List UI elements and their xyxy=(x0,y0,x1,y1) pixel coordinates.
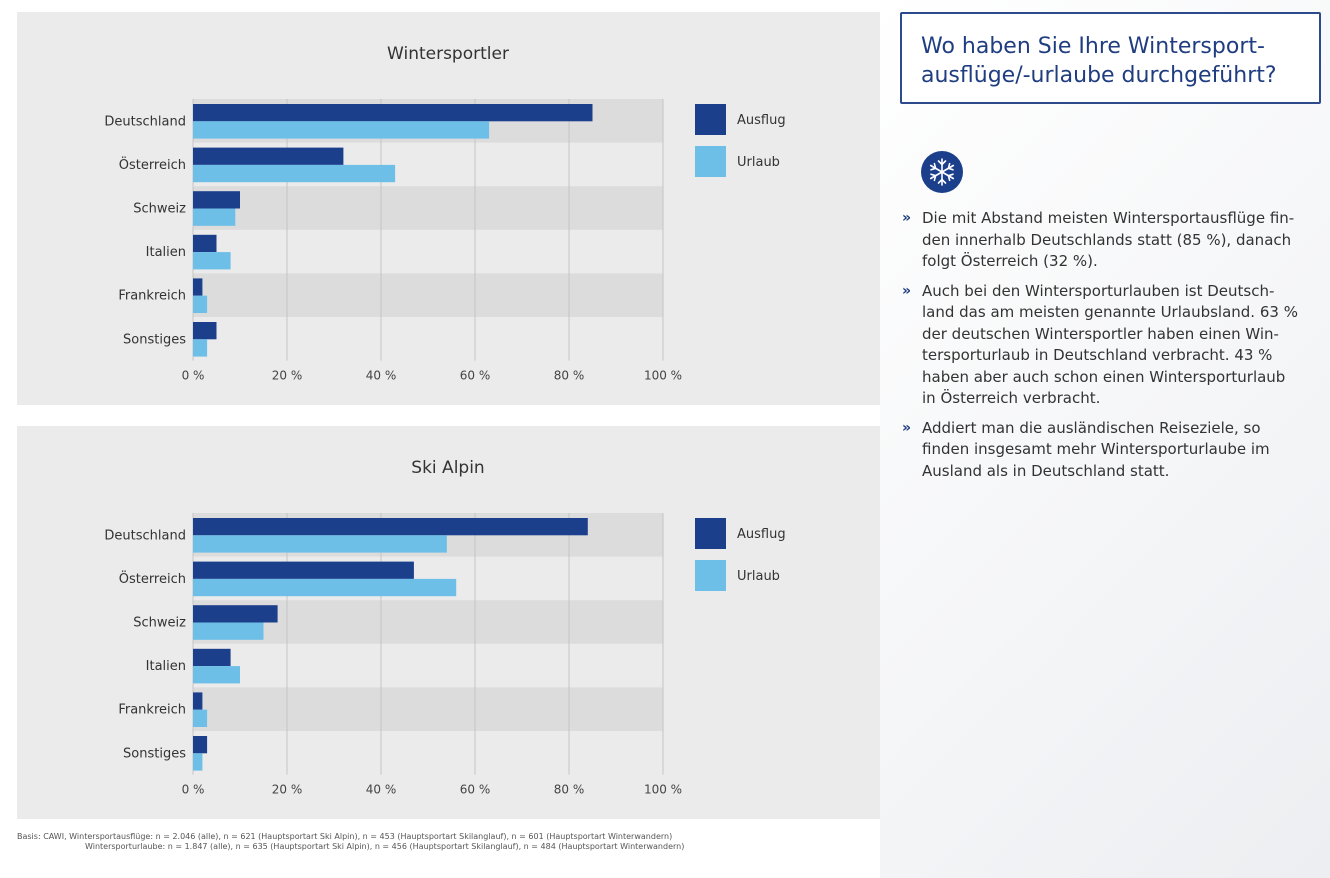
x-tick-label: 20 % xyxy=(272,369,303,383)
category-label: Österreich xyxy=(119,570,186,587)
x-tick-label: 0 % xyxy=(182,783,205,797)
category-label: Italien xyxy=(146,659,186,674)
bullet-item: » Auch bei den Wintersporturlauben ist D… xyxy=(902,281,1322,410)
bullet-line: Ausland als in Deutschland statt. xyxy=(922,461,1170,480)
category-label: Schweiz xyxy=(133,202,186,217)
footnote-line-2: Wintersporturlaube: n = 1.847 (alle), n … xyxy=(85,842,685,851)
bar-urlaub-oesterreich xyxy=(193,164,396,183)
bullet-line: der deutschen Wintersportler haben einen… xyxy=(922,324,1279,343)
legend-label-ausflug: Ausflug xyxy=(737,113,786,128)
chart-title: Wintersportler xyxy=(387,44,509,64)
bullet-line: Die mit Abstand meisten Wintersportausfl… xyxy=(922,209,1295,227)
chart-wintersportler: Wintersportler Deutschland Österreich Schwe… xyxy=(104,44,786,383)
chart-title: Ski Alpin xyxy=(411,458,484,478)
category-label: Frankreich xyxy=(118,289,186,304)
legend-label-urlaub: Urlaub xyxy=(737,569,780,584)
x-tick-label: 20 % xyxy=(272,783,303,797)
bullet-list: » Die mit Abstand meisten Wintersportaus… xyxy=(902,208,1322,490)
bar-ausflug-sonstiges xyxy=(193,322,217,340)
bullet-line: haben aber auch schon einen Wintersportu… xyxy=(922,367,1286,386)
bullet-line: tersporturlaub in Deutschland verbracht.… xyxy=(922,346,1273,364)
bullet-line: finden insgesamt mehr Wintersporturlaube… xyxy=(922,440,1270,458)
question-title: Wo haben Sie Ihre Wintersport- ausflüge/… xyxy=(921,32,1277,90)
chevron-right-icon: » xyxy=(902,282,911,299)
question-line-2: ausflüge/-urlaube durchgeführt? xyxy=(921,63,1277,88)
footnote-line-1: Basis: CAWI, Wintersportausflüge: n = 2.… xyxy=(17,832,673,841)
bullet-line: land das am meisten genannte Urlaubsland… xyxy=(922,303,1298,321)
chart-ski-alpin: Ski Alpin Deutschland Österreich Schweiz Ita… xyxy=(104,458,786,797)
bar-urlaub-frankreich xyxy=(193,709,208,727)
question-speech-bubble: Wo haben Sie Ihre Wintersport- ausflüge/… xyxy=(900,12,1321,104)
legend-swatch-ausflug xyxy=(695,518,726,549)
bar-urlaub-deutschland xyxy=(193,121,490,139)
x-tick-label: 60 % xyxy=(460,369,491,383)
chart-panel-ski-alpin: Ski Alpin Deutschland Österreich Schweiz Ita… xyxy=(17,426,880,819)
category-label: Schweiz xyxy=(133,616,186,631)
x-tick-label: 100 % xyxy=(644,783,682,797)
x-tick-label: 0 % xyxy=(182,369,205,383)
x-tick-label: 80 % xyxy=(554,369,585,383)
bullet-item: » Addiert man die ausländischen Reisezie… xyxy=(902,418,1322,483)
chevron-right-icon: » xyxy=(902,419,911,436)
bar-ausflug-italien xyxy=(193,234,217,253)
chevron-right-icon: » xyxy=(902,210,911,226)
bar-ausflug-schweiz xyxy=(193,605,278,623)
bar-ausflug-deutschland xyxy=(193,104,593,122)
row-band-frankreich xyxy=(193,687,663,731)
bullet-line: Auch bei den Wintersporturlauben ist Deu… xyxy=(922,281,1275,300)
bar-urlaub-deutschland xyxy=(193,535,447,553)
bar-ausflug-sonstiges xyxy=(193,736,208,754)
bullet-item: » Die mit Abstand meisten Wintersportaus… xyxy=(902,208,1322,273)
x-tick-label: 40 % xyxy=(366,783,397,797)
category-label: Italien xyxy=(146,245,186,260)
category-label: Sonstiges xyxy=(123,332,186,347)
bar-ausflug-oesterreich xyxy=(193,147,344,165)
question-line-1: Wo haben Sie Ihre Wintersport- xyxy=(921,34,1265,59)
legend-swatch-urlaub xyxy=(695,146,726,177)
x-tick-label: 60 % xyxy=(460,783,491,797)
bar-ausflug-deutschland xyxy=(193,518,588,536)
category-label: Deutschland xyxy=(104,114,186,129)
bullet-line: in Österreich verbracht. xyxy=(922,389,1101,407)
bullet-line: Addiert man die ausländischen Reiseziele… xyxy=(922,418,1261,437)
category-label: Österreich xyxy=(119,156,186,173)
x-tick-label: 100 % xyxy=(644,369,682,383)
bar-urlaub-schweiz xyxy=(193,622,264,640)
legend-swatch-urlaub xyxy=(695,560,726,591)
legend-label-urlaub: Urlaub xyxy=(737,155,780,170)
bar-urlaub-schweiz xyxy=(193,208,236,226)
snowflake-icon xyxy=(921,151,963,193)
bar-urlaub-italien xyxy=(193,666,240,684)
bar-urlaub-frankreich xyxy=(193,295,208,313)
bar-ausflug-frankreich xyxy=(193,278,203,296)
bar-ausflug-frankreich xyxy=(193,692,203,710)
row-band-schweiz xyxy=(193,186,663,230)
bar-urlaub-italien xyxy=(193,252,231,270)
x-tick-label: 80 % xyxy=(554,783,585,797)
row-band-frankreich xyxy=(193,273,663,317)
bar-urlaub-oesterreich xyxy=(193,578,457,597)
bullet-line: folgt Österreich (32 %). xyxy=(922,252,1098,270)
legend-label-ausflug: Ausflug xyxy=(737,527,786,542)
footnote: Basis: CAWI, Wintersportausflüge: n = 2.… xyxy=(17,832,877,852)
bullet-line: den innerhalb Deutschlands statt (85 %),… xyxy=(922,230,1292,249)
x-tick-label: 40 % xyxy=(366,369,397,383)
bar-ausflug-schweiz xyxy=(193,191,240,209)
bar-ausflug-italien xyxy=(193,648,231,667)
category-label: Deutschland xyxy=(104,528,186,543)
bar-urlaub-sonstiges xyxy=(193,753,203,771)
text-panel-background xyxy=(880,0,1330,878)
bar-ausflug-oesterreich xyxy=(193,561,414,579)
legend-swatch-ausflug xyxy=(695,104,726,135)
bar-urlaub-sonstiges xyxy=(193,339,208,357)
category-label: Sonstiges xyxy=(123,746,186,761)
category-label: Frankreich xyxy=(118,703,186,718)
chart-panel-wintersportler: Wintersportler Deutschland Österreich Schwe… xyxy=(17,12,880,405)
